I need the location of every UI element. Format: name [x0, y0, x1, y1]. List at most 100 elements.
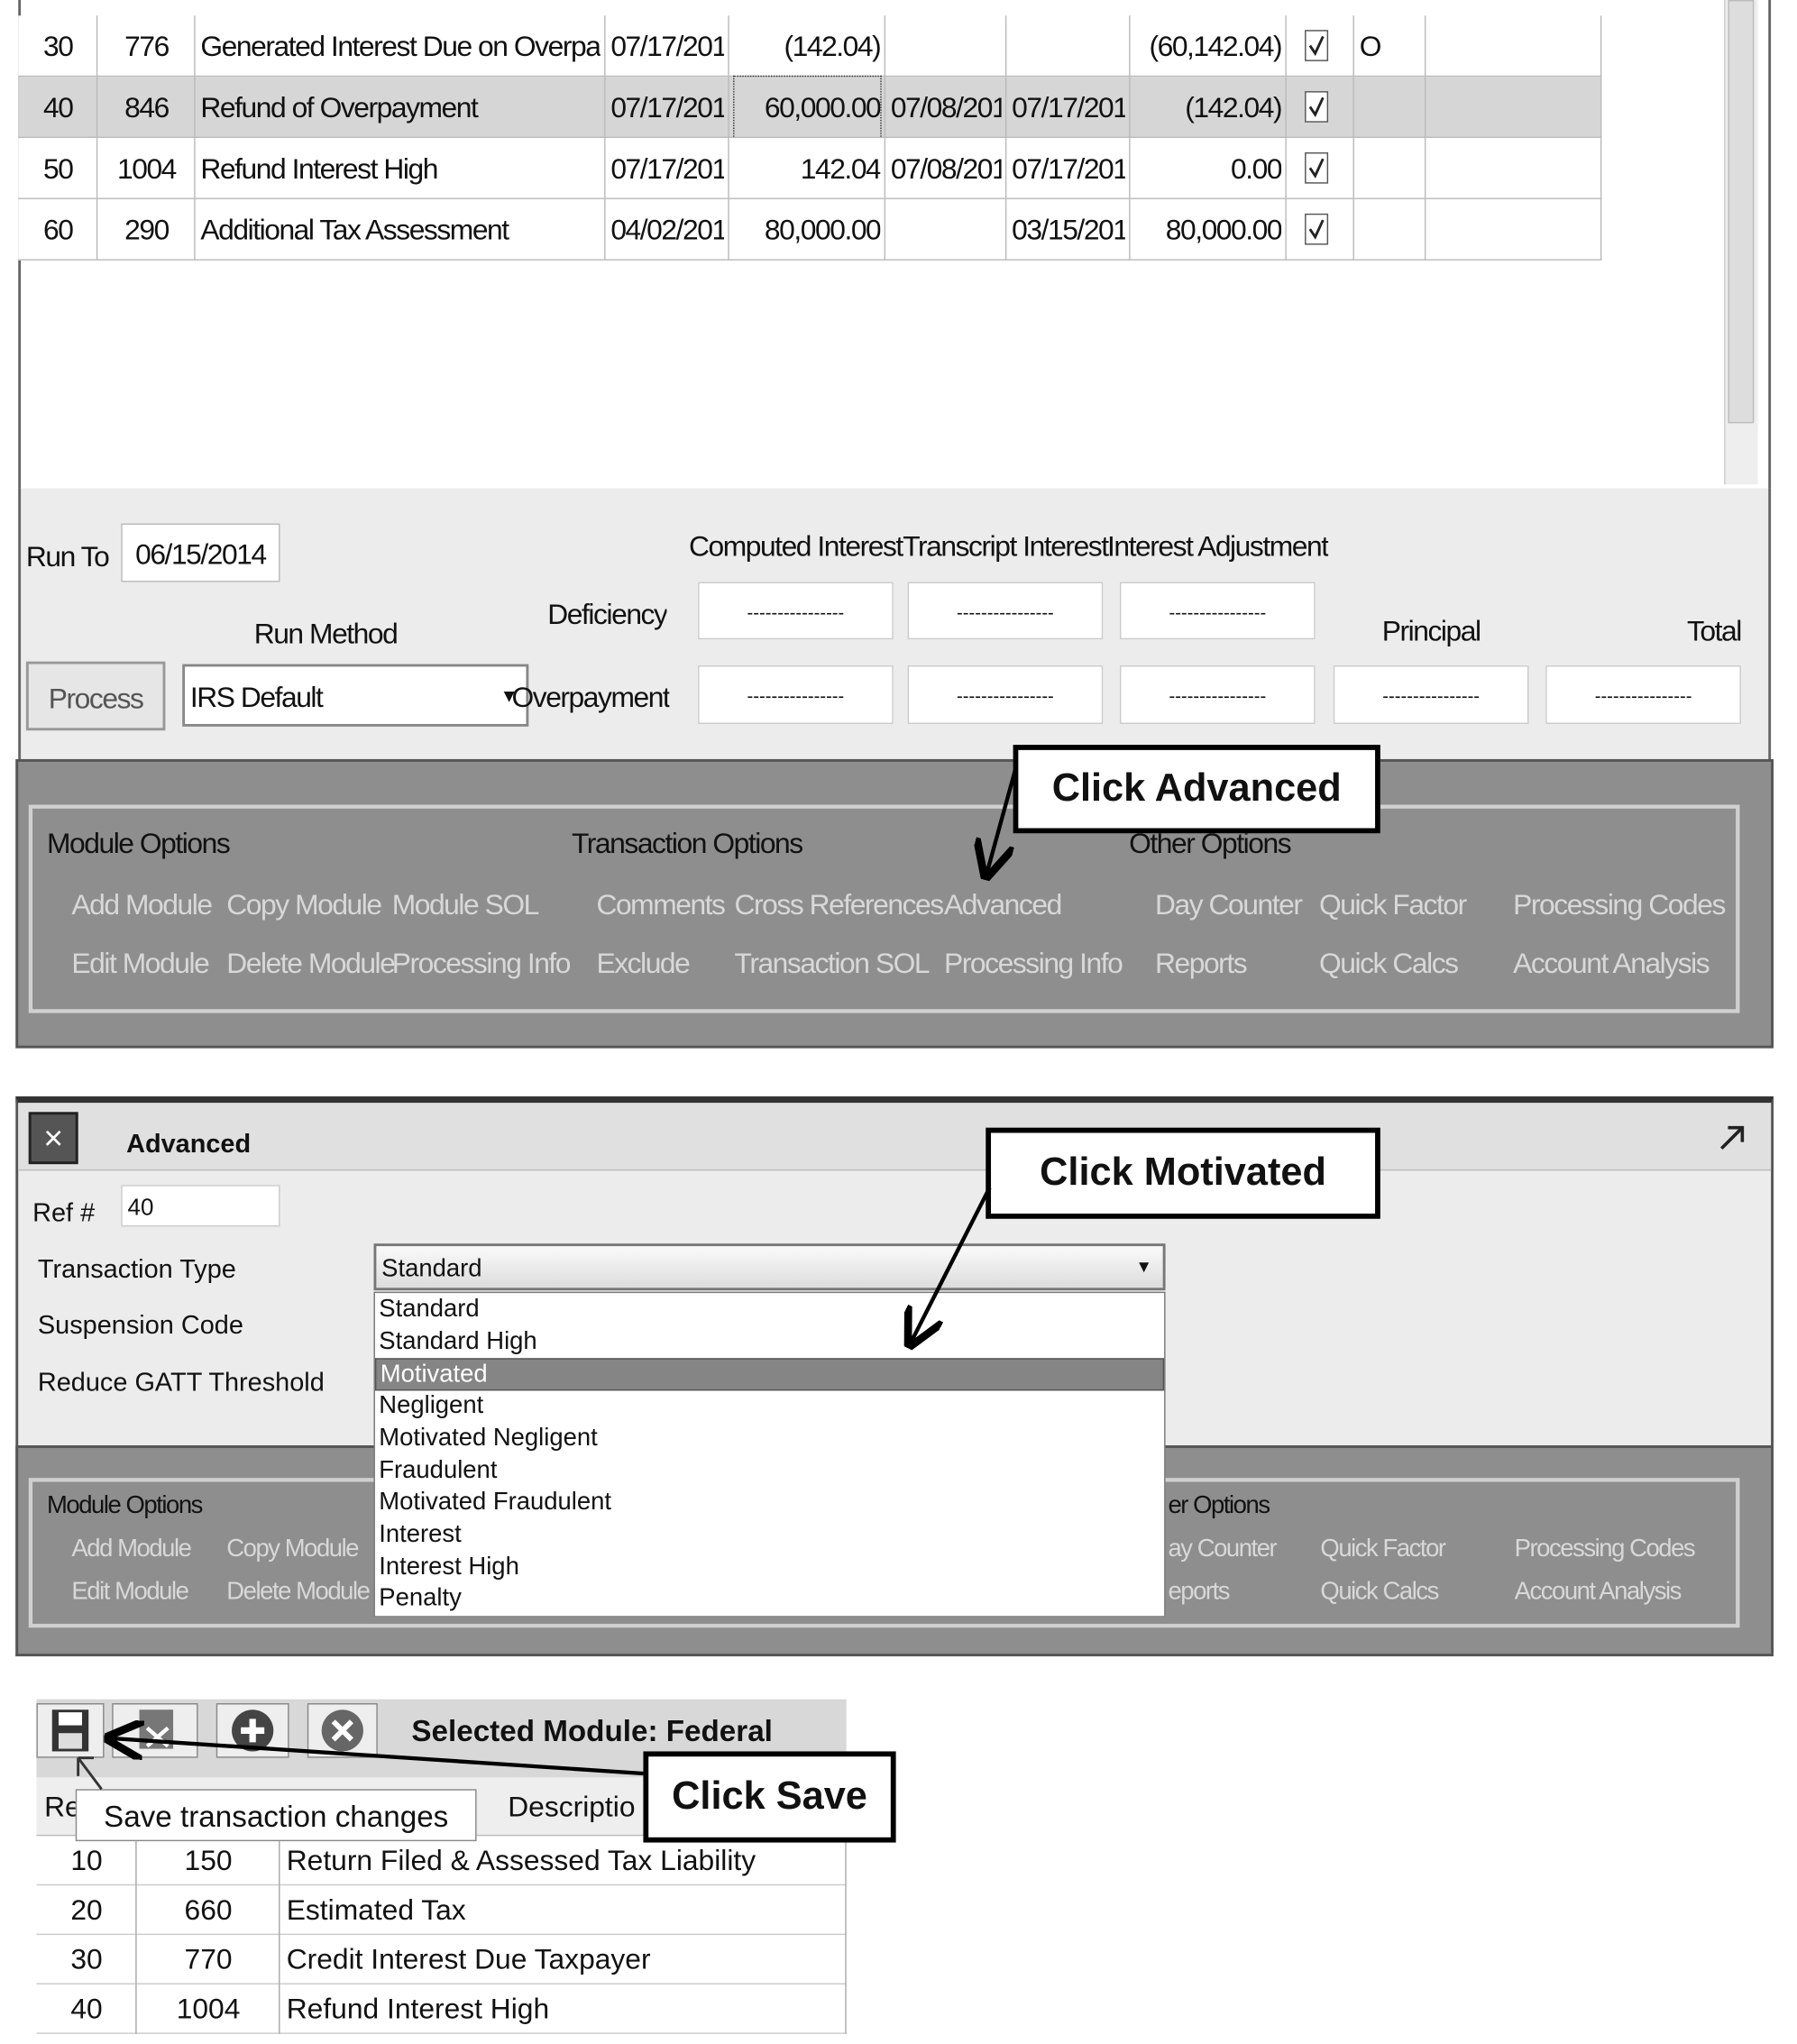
option-link[interactable]: Processing Codes — [1514, 1535, 1696, 1563]
scrollbar[interactable] — [1724, 0, 1758, 485]
option-link[interactable]: Processing Info — [944, 946, 1123, 980]
interest-field[interactable]: ---------------- — [907, 665, 1104, 724]
grid-cell — [1131, 138, 1287, 199]
transaction-type-select[interactable]: Standard — [373, 1243, 1166, 1291]
interest-field[interactable]: ---------------- — [1120, 665, 1316, 724]
option-link[interactable]: Edit Module — [71, 946, 209, 980]
callout: Click Advanced — [1013, 745, 1380, 834]
grid-text: 776 — [124, 30, 170, 63]
grid-text: 07/17/2013 — [610, 30, 724, 63]
option-link[interactable]: Delete Module — [226, 946, 396, 980]
grid-text: Generated Interest Due on Overpayment — [200, 30, 601, 63]
option-link[interactable]: Copy Module — [226, 887, 382, 921]
table-cell — [280, 1984, 847, 2034]
grid-text: Additional Tax Assessment — [200, 213, 509, 246]
delete-button[interactable] — [307, 1703, 378, 1758]
expand-icon[interactable] — [1716, 1123, 1747, 1154]
ref-input[interactable]: 40 — [121, 1185, 280, 1227]
close-button[interactable]: × — [28, 1112, 78, 1165]
grid-cell — [196, 15, 606, 78]
grid-cell — [97, 15, 196, 78]
dropdown-option[interactable]: Motivated — [374, 1358, 1165, 1391]
grid-cell — [196, 138, 606, 199]
run-to-input[interactable]: 06/15/2014 — [121, 523, 280, 582]
grid-text: 40 — [43, 91, 74, 124]
table-row — [36, 1885, 847, 1936]
option-link[interactable]: Advanced — [944, 887, 1062, 921]
dropdown-option[interactable]: Motivated Negligent — [379, 1424, 598, 1452]
save-button[interactable] — [36, 1703, 105, 1758]
dropdown-option[interactable]: Fraudulent — [379, 1456, 498, 1484]
option-link[interactable]: Comments — [596, 887, 725, 921]
table-cell — [280, 1836, 847, 1886]
option-link[interactable]: Add Module — [71, 887, 213, 921]
interest-field[interactable]: ---------------- — [698, 665, 894, 724]
grid-cell — [1006, 15, 1131, 78]
interest-field[interactable]: ---------------- — [1333, 665, 1529, 724]
option-link[interactable]: Processing Info — [391, 946, 572, 980]
option-link[interactable]: Quick Factor — [1318, 887, 1467, 921]
dropdown-option[interactable]: Standard High — [379, 1327, 537, 1355]
option-link[interactable]: Quick Calcs — [1320, 1578, 1439, 1606]
option-link[interactable]: Processing Codes — [1513, 887, 1726, 921]
option-link[interactable]: Quick Calcs — [1318, 946, 1459, 980]
run-method-select[interactable]: IRS Default — [182, 664, 529, 727]
option-link[interactable]: ay Counter — [1168, 1535, 1277, 1563]
table-text: 660 — [184, 1893, 233, 1926]
option-link[interactable]: Account Analysis — [1513, 946, 1710, 980]
process-button[interactable]: Process — [25, 661, 166, 731]
option-link[interactable]: Exclude — [596, 946, 690, 980]
option-link[interactable]: Transaction SOL — [734, 946, 931, 980]
dropdown-arrow: ▼ — [1135, 1256, 1152, 1277]
checkbox[interactable] — [1305, 151, 1329, 184]
grid-cell — [1426, 77, 1602, 139]
callout: Click Save — [643, 1751, 896, 1843]
table-cell — [36, 1935, 137, 1984]
option-link[interactable]: Delete Module — [226, 1578, 371, 1606]
column-header: Computed Interest — [688, 529, 903, 563]
option-link[interactable]: Module SOL — [391, 887, 540, 921]
table-row — [36, 1984, 847, 2034]
row-label: Deficiency — [547, 597, 667, 630]
dropdown-arrow: ▼ — [500, 684, 518, 706]
checkbox[interactable] — [1305, 91, 1329, 123]
grid-text: 290 — [124, 213, 170, 246]
dropdown-option[interactable]: Motivated Fraudulent — [379, 1488, 612, 1517]
option-link[interactable]: Copy Module — [226, 1535, 359, 1563]
dropdown-option[interactable]: Penalty — [379, 1585, 462, 1613]
grid-cell — [18, 198, 98, 261]
option-link[interactable]: Day Counter — [1155, 887, 1303, 921]
dropdown-option[interactable]: Interest — [379, 1520, 462, 1548]
grid-cell — [606, 15, 729, 78]
grid-text: 60,000.00 — [733, 75, 882, 140]
dropdown-option[interactable]: Interest High — [379, 1553, 519, 1581]
checkbox[interactable] — [1305, 213, 1329, 245]
dropdown-option[interactable]: Negligent — [379, 1391, 484, 1420]
grid-text: (142.04) — [784, 30, 881, 63]
option-link[interactable]: Edit Module — [71, 1578, 188, 1606]
column-header: Re — [44, 1790, 81, 1823]
grid-text: 07/08/2013 — [890, 91, 1002, 124]
option-link[interactable]: eports — [1168, 1578, 1230, 1606]
option-link[interactable]: Add Module — [71, 1535, 191, 1563]
option-link[interactable]: Quick Factor — [1320, 1535, 1446, 1563]
option-link[interactable]: Account Analysis — [1514, 1578, 1682, 1606]
grid-text: (60,142.04) — [1149, 30, 1282, 63]
label: Run Method — [253, 617, 399, 650]
dropdown-option[interactable]: Standard — [379, 1295, 480, 1324]
option-link[interactable]: Reports — [1155, 946, 1248, 980]
interest-field[interactable]: ---------------- — [1545, 665, 1741, 724]
column-header: Descriptio — [508, 1790, 636, 1823]
grid-cell — [97, 138, 196, 199]
grid-text: 07/08/2013 — [890, 151, 1002, 186]
interest-field[interactable]: ---------------- — [1120, 582, 1316, 640]
grid-cell — [729, 138, 886, 199]
interest-field[interactable]: ---------------- — [907, 582, 1104, 640]
grid-cell — [1287, 138, 1354, 199]
grid-cell — [885, 198, 1007, 261]
option-link[interactable]: Cross References — [734, 887, 945, 921]
checkbox[interactable] — [1305, 30, 1329, 61]
interest-field[interactable]: ---------------- — [698, 582, 894, 640]
grid-cell — [196, 77, 606, 139]
